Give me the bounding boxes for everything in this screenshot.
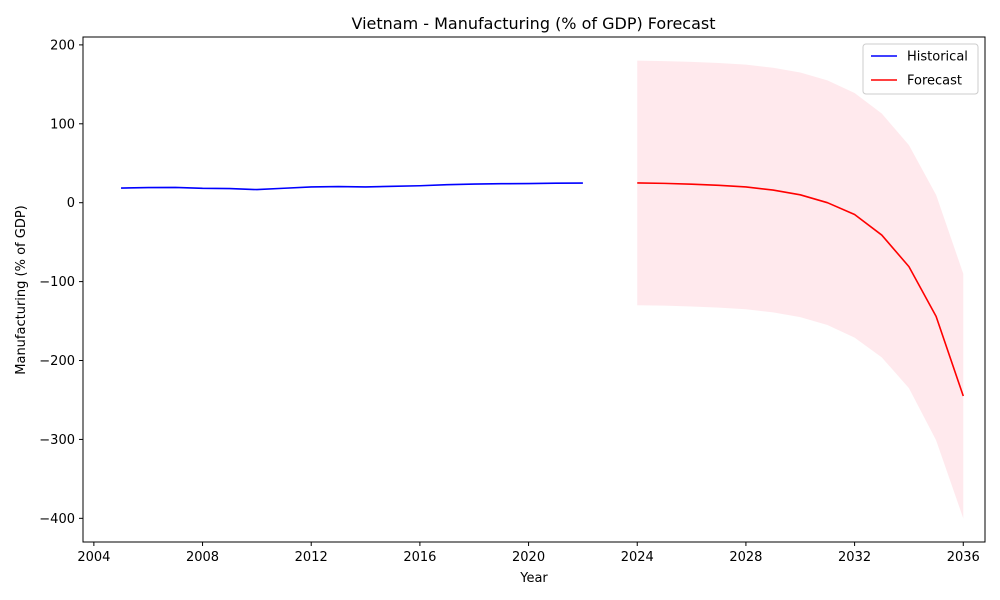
- series-line-historical: [121, 182, 583, 191]
- y-axis-ticks: −400 −300 −200 −100 0 100 200: [39, 38, 83, 527]
- x-tick-label: 2012: [295, 550, 328, 565]
- x-tick-label: 2004: [77, 550, 110, 565]
- y-tick-label: 0: [67, 196, 75, 211]
- y-tick-label: −300: [39, 433, 75, 448]
- x-tick-label: 2036: [947, 550, 980, 565]
- x-tick-label: 2008: [186, 550, 219, 565]
- x-axis-label: Year: [519, 571, 548, 586]
- y-tick-label: −200: [39, 354, 75, 369]
- x-tick-label: 2028: [729, 550, 762, 565]
- plot-frame: [82, 36, 986, 543]
- y-tick-label: 200: [50, 38, 75, 53]
- y-tick-label: −400: [39, 512, 75, 527]
- y-axis-label: Manufacturing (% of GDP): [14, 205, 29, 374]
- y-tick-label: −100: [39, 275, 75, 290]
- series-line-forecast: [637, 182, 965, 397]
- x-tick-label: 2016: [403, 550, 436, 565]
- chart-title: Vietnam - Manufacturing (% of GDP) Forec…: [351, 14, 715, 33]
- plot-area: [121, 60, 965, 519]
- y-tick-label: 100: [50, 117, 75, 132]
- x-tick-label: 2024: [621, 550, 654, 565]
- x-tick-label: 2032: [838, 550, 871, 565]
- x-axis-ticks: 2004 2008 2012 2016 2020 2024 2028 2032 2036: [77, 542, 980, 565]
- x-tick-label: 2020: [512, 550, 545, 565]
- legend-label-historical: Historical: [907, 50, 968, 65]
- legend-label-forecast: Forecast: [907, 74, 962, 89]
- confidence-band: [637, 60, 964, 519]
- legend: Historical Forecast: [862, 43, 979, 95]
